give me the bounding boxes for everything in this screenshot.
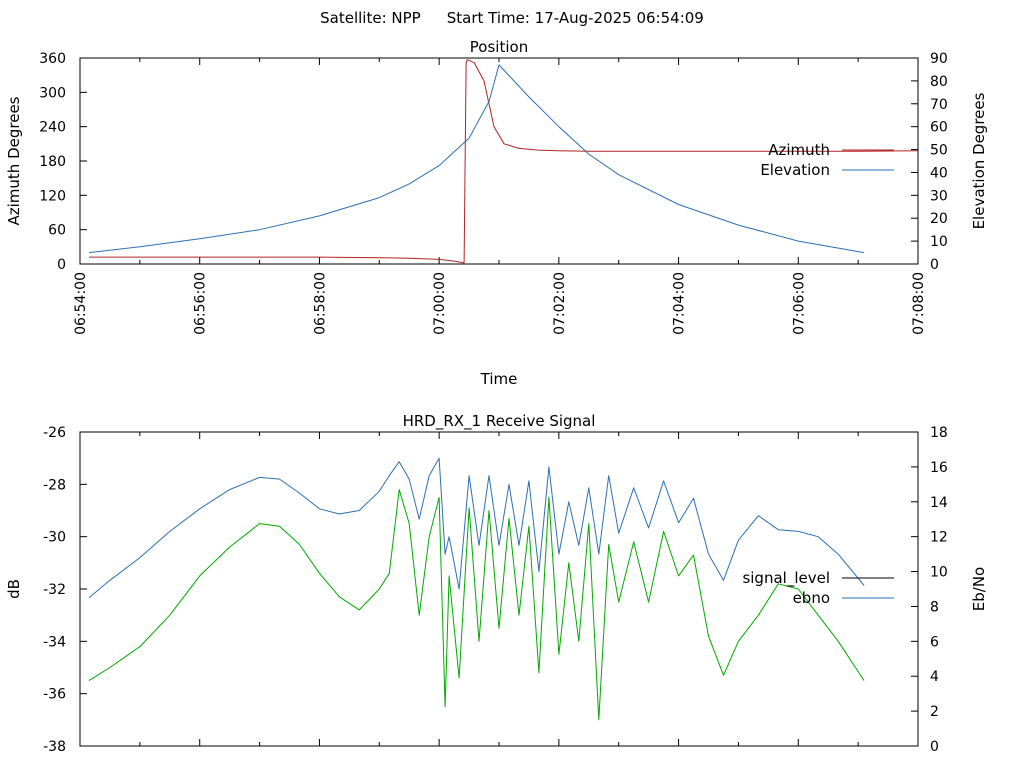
position-y2-tick-label: 10 — [930, 234, 948, 250]
signal-series-signal-level — [88, 489, 865, 721]
position-y2-tick-label: 60 — [930, 120, 948, 136]
signal-y2-tick-label: 4 — [930, 669, 939, 685]
position-y-tick-label: 300 — [39, 85, 66, 101]
position-y2-tick-label: 20 — [930, 211, 948, 227]
position-y2-tick-label: 40 — [930, 165, 948, 181]
position-legend-label: Elevation — [760, 161, 830, 179]
figure-header: Satellite: NPP Start Time: 17-Aug-2025 06… — [320, 9, 704, 27]
signal-y2-tick-label: 2 — [930, 704, 939, 720]
signal-legend-label: ebno — [793, 589, 830, 607]
signal-y-tick-label: -26 — [43, 425, 66, 441]
position-x-axis-title: Time — [480, 370, 518, 388]
position-y-tick-label: 0 — [57, 257, 66, 273]
signal-y-tick-label: -32 — [43, 582, 66, 598]
signal-y2-tick-label: 14 — [930, 495, 948, 511]
position-x-tick-label: 07:00:00 — [432, 272, 448, 335]
signal-y2-tick-label: 12 — [930, 530, 948, 546]
position-y2-tick-label: 70 — [930, 97, 948, 113]
position-x-tick-label: 07:04:00 — [672, 272, 688, 335]
signal-y-tick-label: -30 — [43, 530, 66, 546]
position-y-tick-label: 360 — [39, 51, 66, 67]
position-y-axis-title: Azimuth Degrees — [5, 96, 23, 225]
signal-chart-title: HRD_RX_1 Receive Signal — [403, 412, 596, 431]
position-x-tick-label: 07:08:00 — [911, 272, 927, 335]
signal-y2-tick-label: 10 — [930, 565, 948, 581]
position-y2-axis-title: Elevation Degrees — [970, 92, 988, 229]
signal-y-tick-label: -38 — [43, 739, 66, 755]
position-y-tick-label: 240 — [39, 120, 66, 136]
position-series-elevation — [88, 64, 865, 254]
satellite-label: Satellite: NPP — [320, 9, 421, 27]
signal-y2-axis-title: Eb/No — [970, 567, 988, 611]
position-chart-title: Position — [470, 38, 528, 56]
signal-y-tick-label: -36 — [43, 687, 66, 703]
start-time-label: Start Time: 17-Aug-2025 06:54:09 — [447, 9, 704, 27]
signal-y2-tick-label: 6 — [930, 634, 939, 650]
signal-y2-tick-label: 8 — [930, 599, 939, 615]
signal-y2-tick-label: 0 — [930, 739, 939, 755]
signal-series-ebno — [88, 457, 865, 599]
position-series-azimuth — [89, 59, 918, 264]
position-x-tick-label: 06:54:00 — [73, 272, 89, 335]
signal-y-tick-label: -28 — [43, 477, 66, 493]
position-y2-tick-label: 30 — [930, 188, 948, 204]
signal-y2-tick-label: 16 — [930, 460, 948, 476]
position-y2-tick-label: 80 — [930, 74, 948, 90]
position-y2-tick-label: 90 — [930, 51, 948, 67]
signal-y-tick-label: -34 — [43, 634, 66, 650]
position-x-tick-label: 06:56:00 — [193, 272, 209, 335]
position-y-tick-label: 180 — [39, 154, 66, 170]
position-x-tick-label: 07:02:00 — [552, 272, 568, 335]
position-y2-tick-label: 50 — [930, 143, 948, 159]
position-chart: Position 06:54:00 06:56:00 06:58:00 07:00:00… — [5, 38, 988, 388]
position-y-tick-label: 120 — [39, 188, 66, 204]
position-legend-label: Azimuth — [768, 141, 830, 159]
position-y2-tick-label: 0 — [930, 257, 939, 273]
signal-y2-tick-label: 18 — [930, 425, 948, 441]
position-y-tick-label: 60 — [48, 223, 66, 239]
signal-legend-label: signal_level — [742, 569, 830, 588]
signal-y-axis-title: dB — [5, 579, 23, 599]
position-x-tick-label: 07:06:00 — [791, 272, 807, 335]
position-x-tick-label: 06:58:00 — [312, 272, 328, 335]
receive-signal-chart: HRD_RX_1 Receive Signal -26 -28 -30 -32 -34 -3… — [5, 412, 988, 755]
